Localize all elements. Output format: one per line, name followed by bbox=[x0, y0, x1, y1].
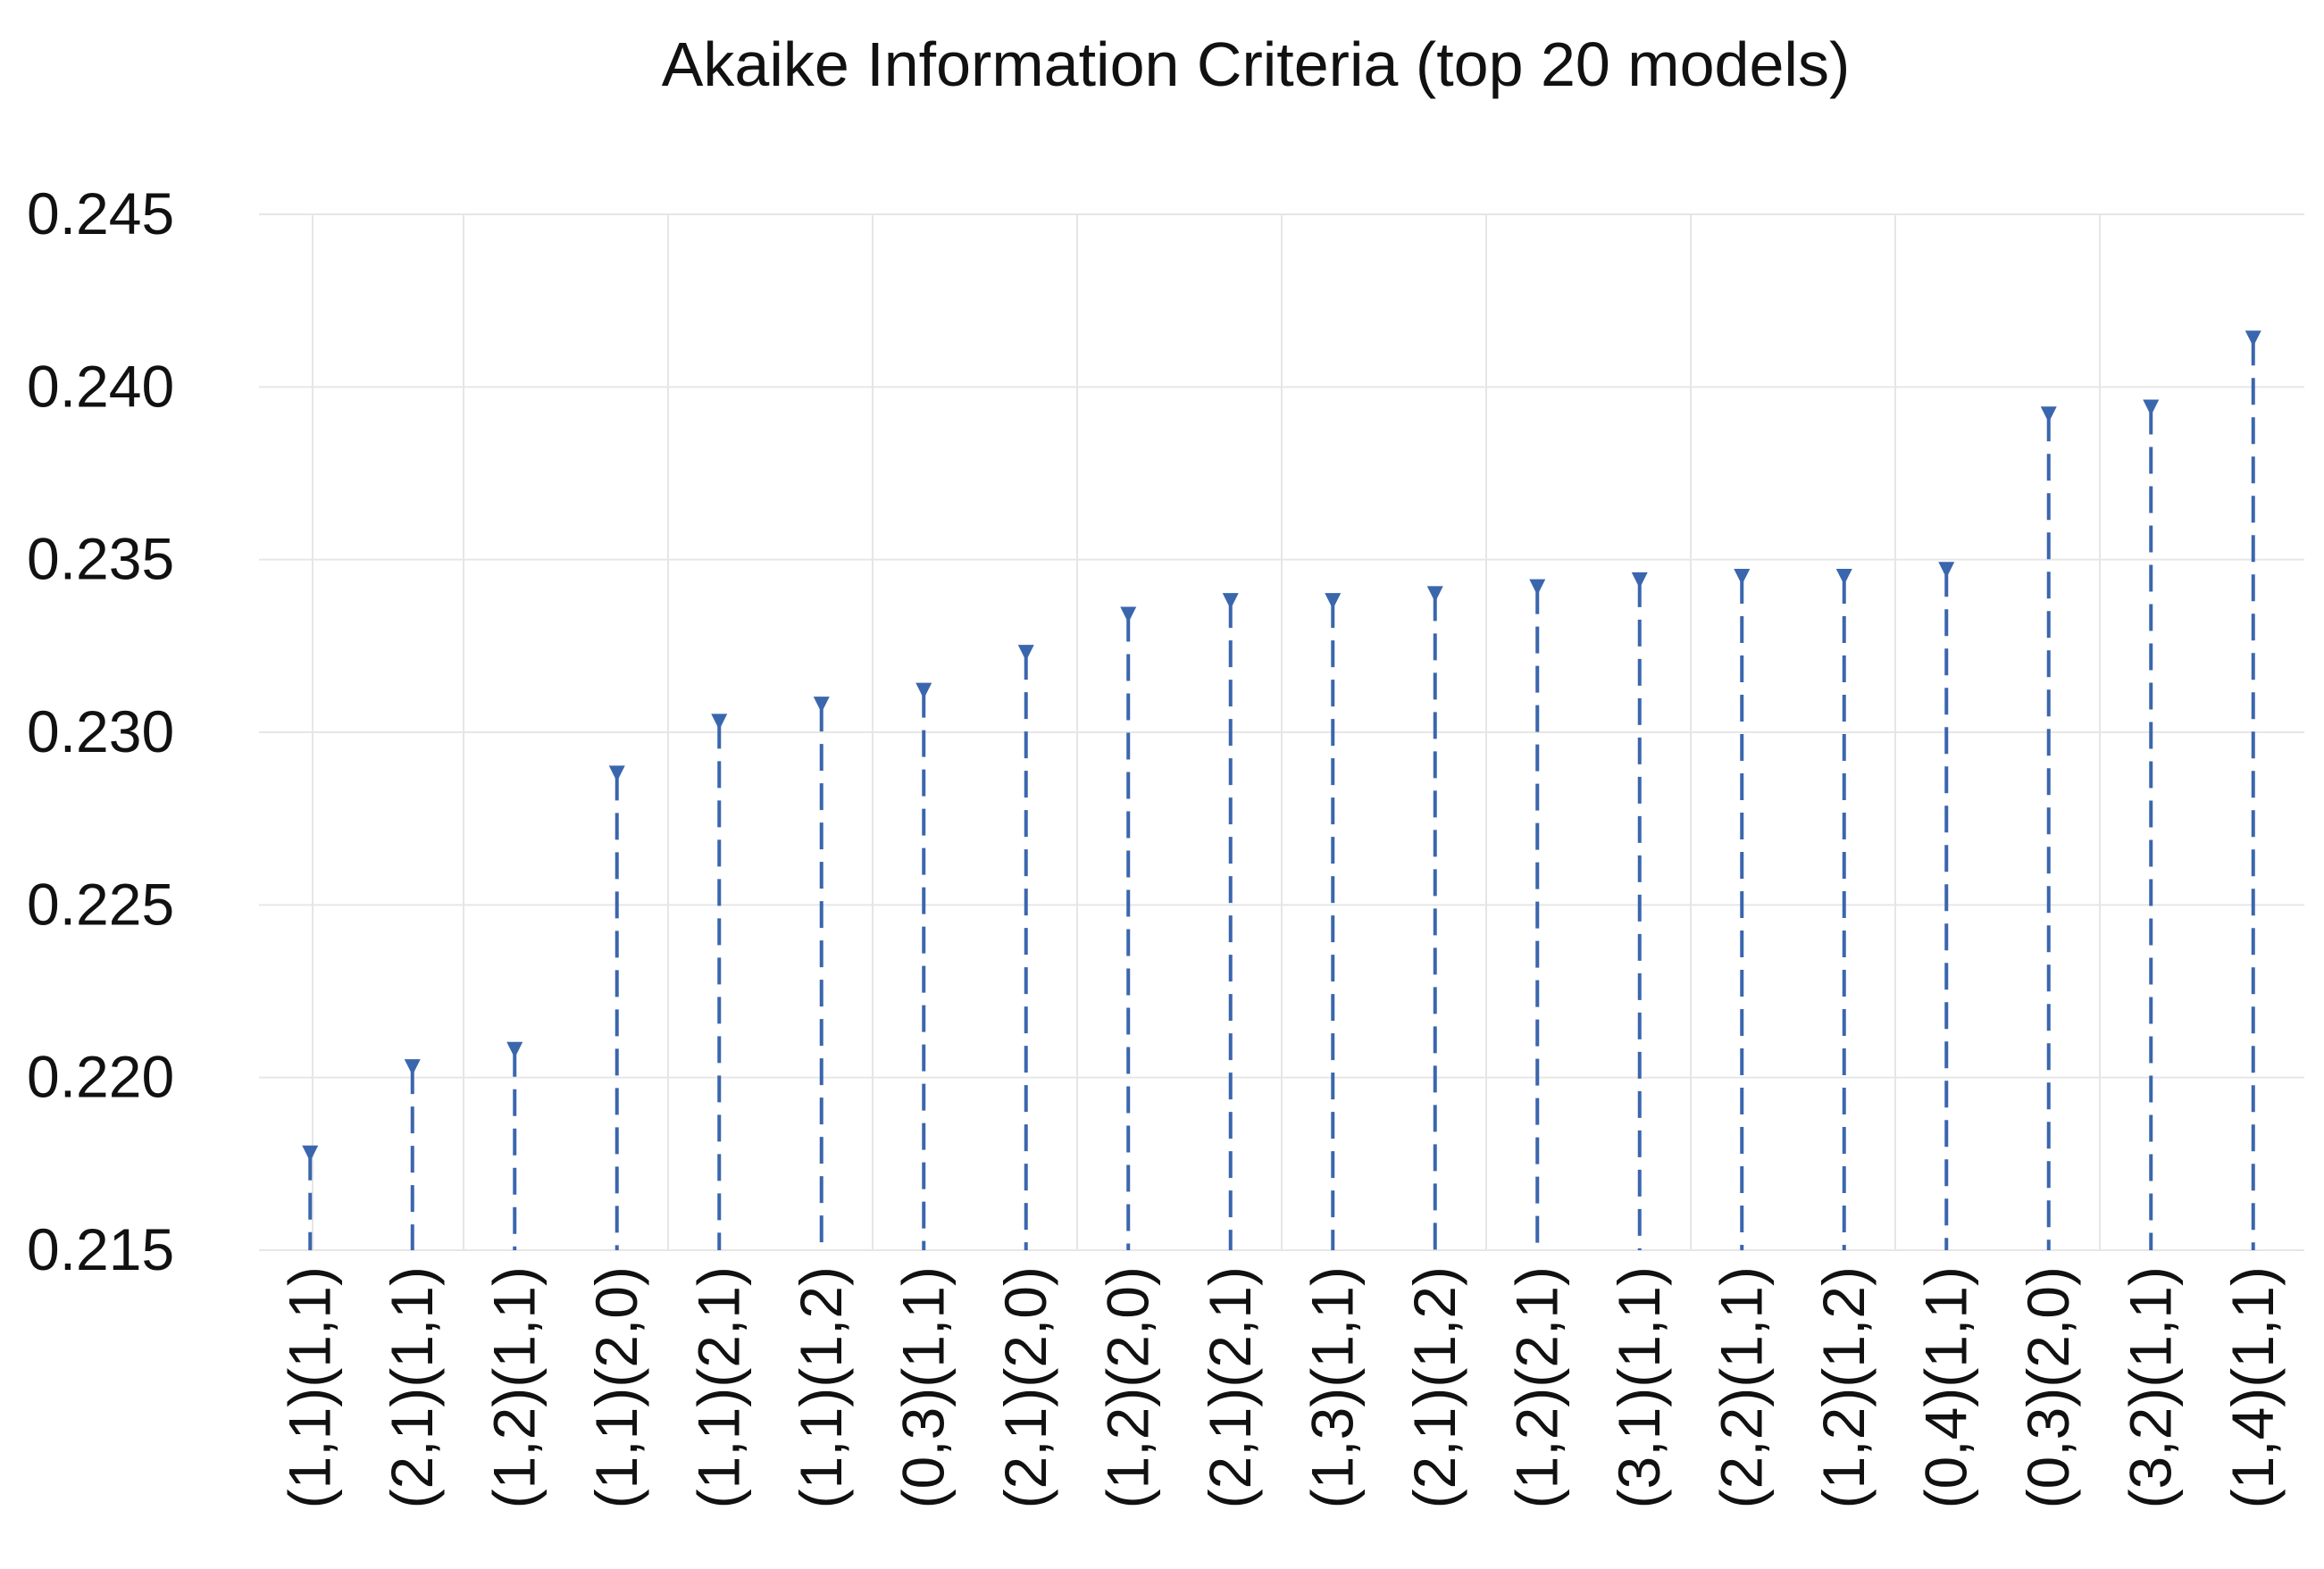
x-tick-label: (1,1)(2,1) bbox=[685, 1266, 751, 1508]
x-tick-label: (3,1)(1,1) bbox=[1606, 1266, 1672, 1508]
y-tick-label: 0.245 bbox=[27, 180, 174, 246]
chart-title: Akaike Information Criteria (top 20 mode… bbox=[662, 29, 1851, 99]
data-point-marker bbox=[1017, 645, 1034, 662]
x-tick-label: (1,4)(1,1) bbox=[2220, 1266, 2286, 1508]
data-point-marker bbox=[1734, 569, 1751, 585]
x-tick-label: (2,2)(1,1) bbox=[1708, 1266, 1774, 1508]
data-point-marker bbox=[2245, 330, 2261, 347]
data-point-marker bbox=[506, 1041, 523, 1058]
y-axis-ticks: 0.215 0.220 0.225 0.230 0.235 0.240 0.245 bbox=[27, 180, 174, 1282]
data-point-marker bbox=[404, 1059, 421, 1076]
data-series bbox=[302, 330, 2261, 1250]
x-axis-ticks: (1,1)(1,1) (2,1)(1,1) (1,2)(1,1) (1,1)(2,0)… bbox=[276, 1266, 2286, 1508]
data-point-marker bbox=[1938, 562, 1955, 579]
x-tick-label: (2,1)(1,1) bbox=[379, 1266, 445, 1508]
x-tick-label: (2,1)(2,0) bbox=[992, 1266, 1058, 1508]
grid bbox=[259, 213, 2304, 1251]
data-point-marker bbox=[813, 697, 830, 714]
x-tick-label: (1,2)(1,1) bbox=[481, 1266, 547, 1508]
data-point-marker bbox=[711, 714, 728, 730]
data-point-marker bbox=[1835, 569, 1852, 585]
data-point-marker bbox=[302, 1145, 319, 1162]
data-point-marker bbox=[915, 682, 932, 699]
y-tick-label: 0.220 bbox=[27, 1044, 174, 1110]
data-point-marker bbox=[608, 765, 625, 782]
x-tick-label: (1,3)(1,1) bbox=[1299, 1266, 1365, 1508]
y-tick-label: 0.225 bbox=[27, 871, 174, 937]
data-point-marker bbox=[2143, 399, 2160, 416]
x-tick-label: (1,1)(1,1) bbox=[276, 1266, 342, 1508]
data-point-marker bbox=[1426, 586, 1443, 603]
x-tick-label: (2,1)(1,2) bbox=[1401, 1266, 1467, 1508]
x-tick-label: (1,2)(2,0) bbox=[1094, 1266, 1160, 1508]
x-tick-label: (1,1)(1,2) bbox=[788, 1266, 854, 1508]
x-tick-label: (3,2)(1,1) bbox=[2117, 1266, 2183, 1508]
y-tick-label: 0.240 bbox=[27, 353, 174, 419]
y-tick-label: 0.230 bbox=[27, 698, 174, 764]
x-tick-label: (1,1)(2,0) bbox=[583, 1266, 649, 1508]
x-tick-label: (0,4)(1,1) bbox=[1912, 1266, 1978, 1508]
data-point-marker bbox=[1529, 579, 1546, 596]
x-tick-label: (1,2)(1,2) bbox=[1810, 1266, 1877, 1508]
data-point-marker bbox=[1325, 593, 1342, 610]
y-tick-label: 0.215 bbox=[27, 1216, 174, 1282]
x-tick-label: (1,2)(2,1) bbox=[1503, 1266, 1569, 1508]
x-tick-label: (0,3)(1,1) bbox=[890, 1266, 956, 1508]
x-tick-label: (0,3)(2,0) bbox=[2015, 1266, 2081, 1508]
data-point-marker bbox=[1222, 593, 1239, 610]
data-point-marker bbox=[2040, 406, 2057, 423]
data-point-marker bbox=[1120, 606, 1137, 623]
y-tick-label: 0.235 bbox=[27, 526, 174, 592]
x-tick-label: (2,1)(2,1) bbox=[1197, 1266, 1263, 1508]
data-point-marker bbox=[1631, 572, 1648, 588]
